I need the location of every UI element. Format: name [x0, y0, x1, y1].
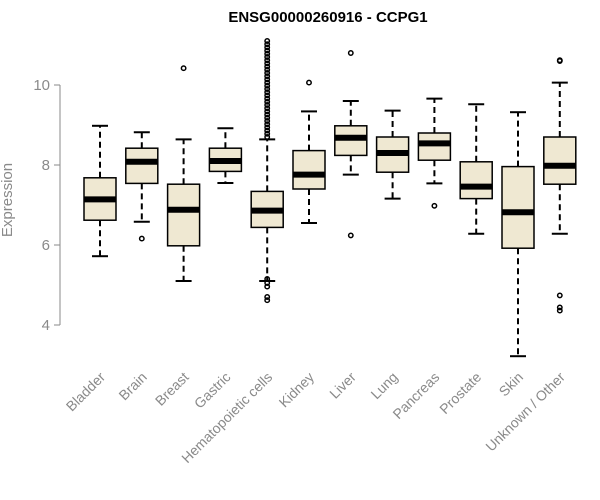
outlier-point — [264, 124, 271, 131]
y-axis: 4 6 8 10 — [33, 77, 61, 334]
outlier-point — [264, 102, 271, 108]
outlier-point — [264, 127, 271, 134]
box-skin — [501, 111, 535, 358]
outlier-point — [264, 114, 271, 121]
outlier-point — [264, 134, 271, 140]
boxes — [83, 38, 577, 358]
y-tick-label: 10 — [33, 77, 50, 94]
outlier-point — [264, 41, 271, 48]
x-tick-label: Kidney — [276, 369, 318, 411]
box-prostate — [459, 103, 493, 235]
chart-title: ENSG00000260916 - CCPG1 — [228, 9, 427, 26]
outlier-point — [264, 283, 271, 290]
iqr-box — [166, 183, 201, 247]
iqr-box — [292, 149, 326, 190]
x-tick-label: Lung — [367, 369, 400, 402]
box-pancreas — [417, 97, 452, 209]
outlier-point — [264, 92, 271, 99]
x-tick-label: Unknown / Other — [482, 369, 568, 455]
outlier-point — [264, 76, 271, 83]
outlier-point — [264, 118, 271, 124]
x-tick-label: Liver — [326, 369, 359, 402]
box-liver — [334, 50, 368, 239]
box-breast — [166, 65, 201, 282]
box-bladder — [83, 124, 117, 258]
y-tick-label: 4 — [42, 317, 50, 334]
iqr-box — [459, 161, 493, 200]
box-brain — [125, 131, 159, 242]
outlier-point — [264, 79, 271, 86]
y-tick-label: 8 — [42, 157, 50, 174]
outlier-point — [264, 95, 271, 102]
outlier-point — [264, 54, 271, 60]
outlier-point — [347, 232, 354, 239]
x-tick-label: Brain — [115, 369, 149, 403]
box-gastric — [208, 127, 243, 184]
outlier-point — [556, 307, 563, 314]
outlier-point — [264, 130, 271, 137]
outlier-point — [264, 89, 271, 96]
outlier-point — [264, 38, 271, 44]
outlier-point — [264, 44, 271, 51]
outlier-point — [264, 297, 271, 304]
outlier-point — [264, 73, 271, 80]
outlier-point — [264, 50, 271, 57]
outlier-point — [264, 60, 271, 67]
iqr-box — [125, 147, 159, 185]
outlier-point — [264, 63, 271, 70]
outlier-point — [180, 65, 187, 72]
x-tick-label: Skin — [496, 369, 527, 400]
outlier-point — [264, 98, 271, 105]
outlier-point — [264, 108, 271, 115]
outlier-point — [264, 105, 271, 112]
box-hematopoietic-cells — [250, 38, 284, 304]
box-unknown-other — [543, 57, 577, 314]
outlier-point — [431, 202, 438, 209]
box-kidney — [292, 79, 326, 224]
outlier-point — [264, 57, 271, 64]
outlier-point — [306, 79, 312, 86]
iqr-box — [543, 136, 577, 185]
outlier-point — [264, 82, 271, 89]
outlier-point — [556, 304, 563, 311]
x-tick-label: Bladder — [63, 369, 109, 415]
outlier-point — [264, 70, 271, 76]
iqr-box — [417, 132, 452, 161]
outlier-point — [264, 276, 271, 282]
outlier-point — [264, 47, 271, 54]
outlier-point — [264, 111, 271, 118]
outlier-point — [264, 121, 271, 128]
outlier-point — [264, 294, 271, 300]
x-tick-label: Prostate — [436, 369, 484, 417]
outlier-point — [556, 57, 563, 64]
outlier-point — [347, 50, 354, 56]
outlier-point — [138, 235, 145, 242]
outlier-point — [556, 292, 563, 299]
iqr-box — [501, 165, 535, 249]
outlier-point — [264, 86, 271, 92]
x-tick-label: Breast — [152, 369, 192, 409]
y-axis-label: Expression — [0, 163, 16, 237]
box-lung — [375, 109, 410, 200]
outlier-point — [264, 66, 271, 73]
y-tick-label: 6 — [42, 237, 50, 254]
